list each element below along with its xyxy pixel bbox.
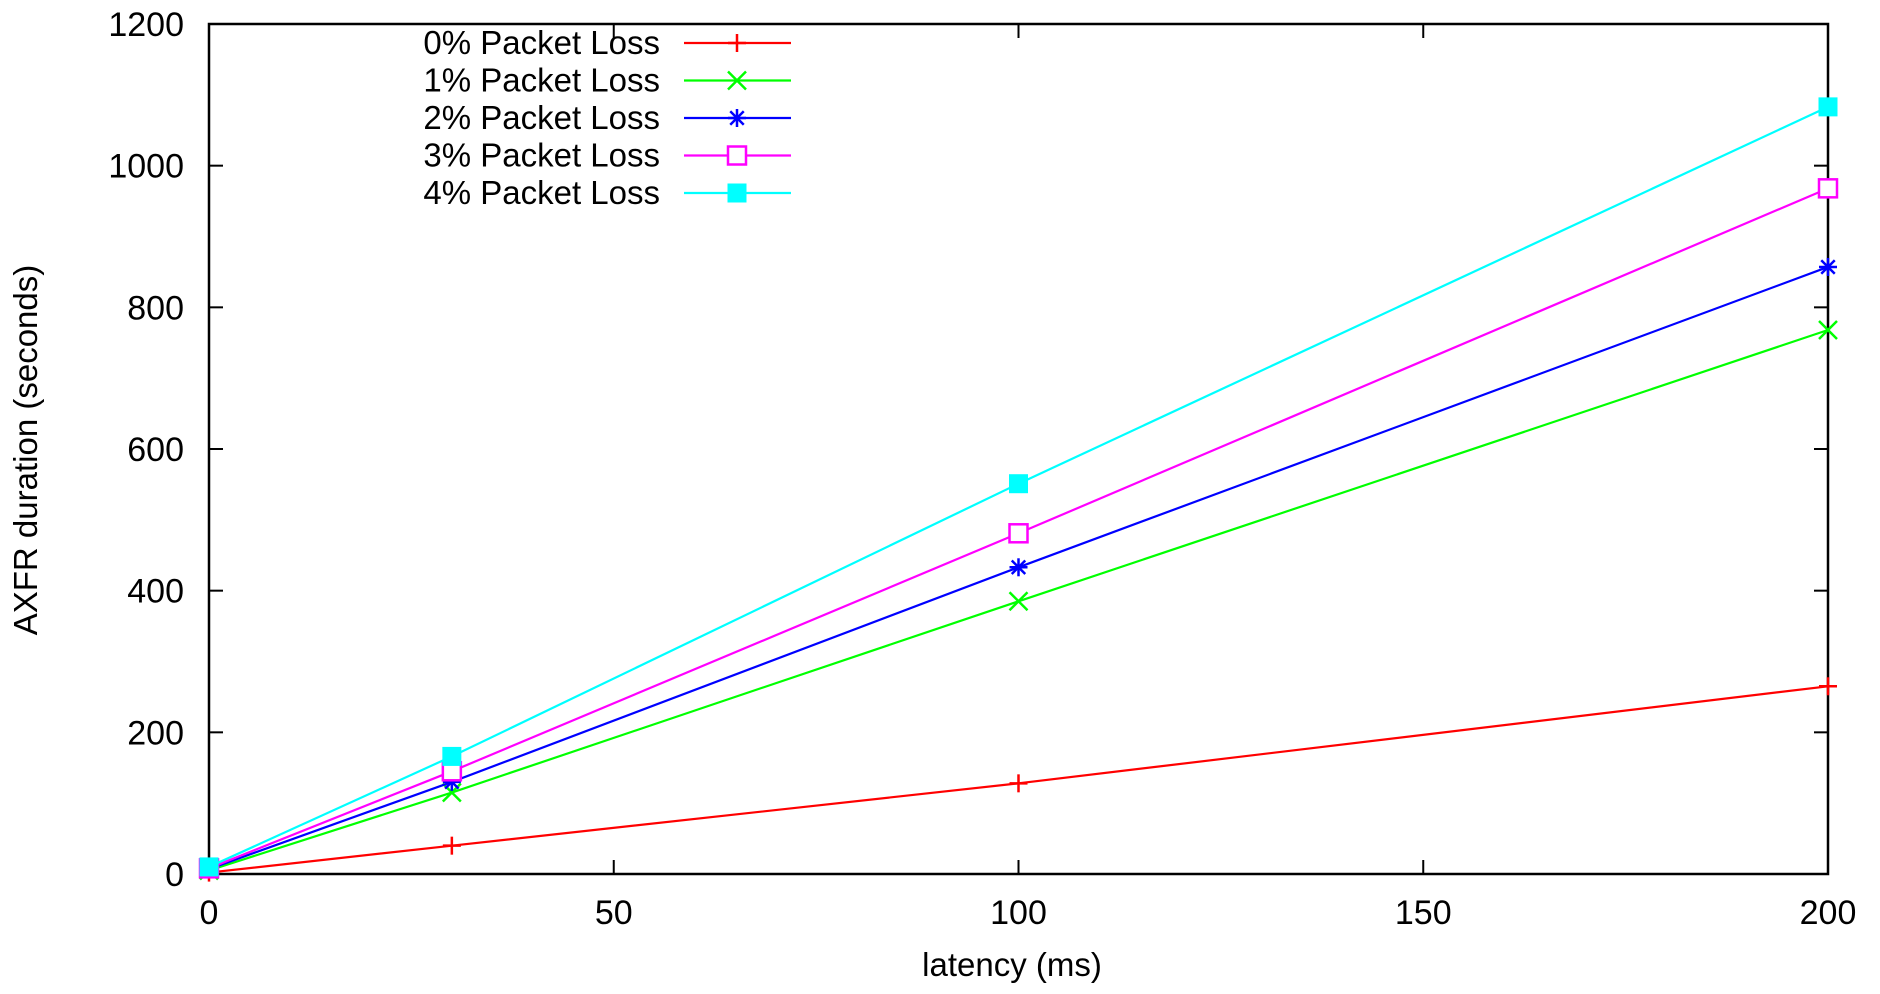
marker-square-filled [1818, 97, 1838, 117]
legend-entry: 4% Packet Loss [423, 174, 791, 211]
marker-square-filled [1009, 474, 1028, 494]
marker-stroke [1010, 559, 1027, 575]
series-line [208, 685, 1829, 874]
marker-stroke [1818, 320, 1838, 340]
marker-square-filled [727, 183, 747, 203]
legend-marker [727, 70, 747, 91]
x-tick-label: 0 [200, 894, 219, 932]
series-line [208, 328, 1829, 872]
legend-marker [728, 34, 746, 52]
marker-square-filled [199, 857, 219, 877]
series-4 [199, 97, 1838, 877]
legend-label: 0% Packet Loss [423, 24, 660, 61]
data-point [1817, 178, 1839, 199]
data-point [1819, 257, 1837, 276]
data-point [1819, 677, 1837, 696]
x-tick-label: 100 [990, 894, 1047, 932]
data-point [1818, 97, 1838, 117]
y-tick-label: 200 [127, 714, 184, 752]
series-group [198, 97, 1839, 882]
legend-entry: 1% Packet Loss [423, 62, 791, 99]
series-line [208, 265, 1829, 871]
legend-marker [726, 145, 748, 166]
legend-marker [727, 183, 747, 203]
marker-square-filled [442, 746, 462, 766]
marker-square [1817, 178, 1839, 199]
marker-stroke [1820, 259, 1836, 275]
series-3 [198, 178, 1839, 879]
legend-label: 4% Packet Loss [423, 174, 660, 211]
data-point [1008, 523, 1029, 544]
data-point [1818, 320, 1838, 340]
y-tick-label: 800 [127, 289, 184, 327]
legend-entry: 3% Packet Loss [423, 137, 791, 174]
series-line [208, 105, 1829, 868]
data-point [442, 746, 462, 766]
legend-label: 1% Packet Loss [423, 62, 660, 99]
data-point [1009, 774, 1028, 793]
y-tick-label: 400 [127, 573, 184, 611]
legend-marker [728, 109, 746, 127]
marker-stroke [1008, 591, 1029, 612]
data-point [1009, 474, 1028, 494]
x-axis-title: latency (ms) [922, 946, 1102, 983]
marker-stroke [727, 70, 747, 91]
series-2 [200, 257, 1837, 879]
legend-entry: 2% Packet Loss [423, 99, 791, 136]
data-point [199, 857, 219, 877]
x-tick-label: 200 [1800, 894, 1857, 932]
axes: 0 50 100 150 200 0 200 400 600 800 1000 1200 [108, 6, 1856, 932]
y-tick-label: 1200 [108, 6, 184, 44]
y-tick-label: 600 [127, 431, 184, 469]
marker-square [726, 145, 748, 166]
y-tick-label: 0 [165, 856, 184, 894]
data-point [442, 836, 461, 855]
marker-stroke [729, 110, 745, 126]
x-tick-label: 50 [595, 894, 633, 932]
legend-label: 3% Packet Loss [423, 137, 660, 174]
marker-square [1008, 523, 1029, 544]
legend-entry: 0% Packet Loss [423, 24, 791, 61]
series-1 [199, 320, 1838, 881]
data-point [1008, 591, 1029, 612]
series-line [208, 187, 1829, 870]
data-point [1009, 558, 1028, 577]
legend-label: 2% Packet Loss [423, 99, 660, 136]
y-tick-label: 1000 [108, 148, 184, 186]
y-axis-title: AXFR duration (seconds) [7, 265, 44, 636]
x-tick-label: 150 [1395, 894, 1452, 932]
